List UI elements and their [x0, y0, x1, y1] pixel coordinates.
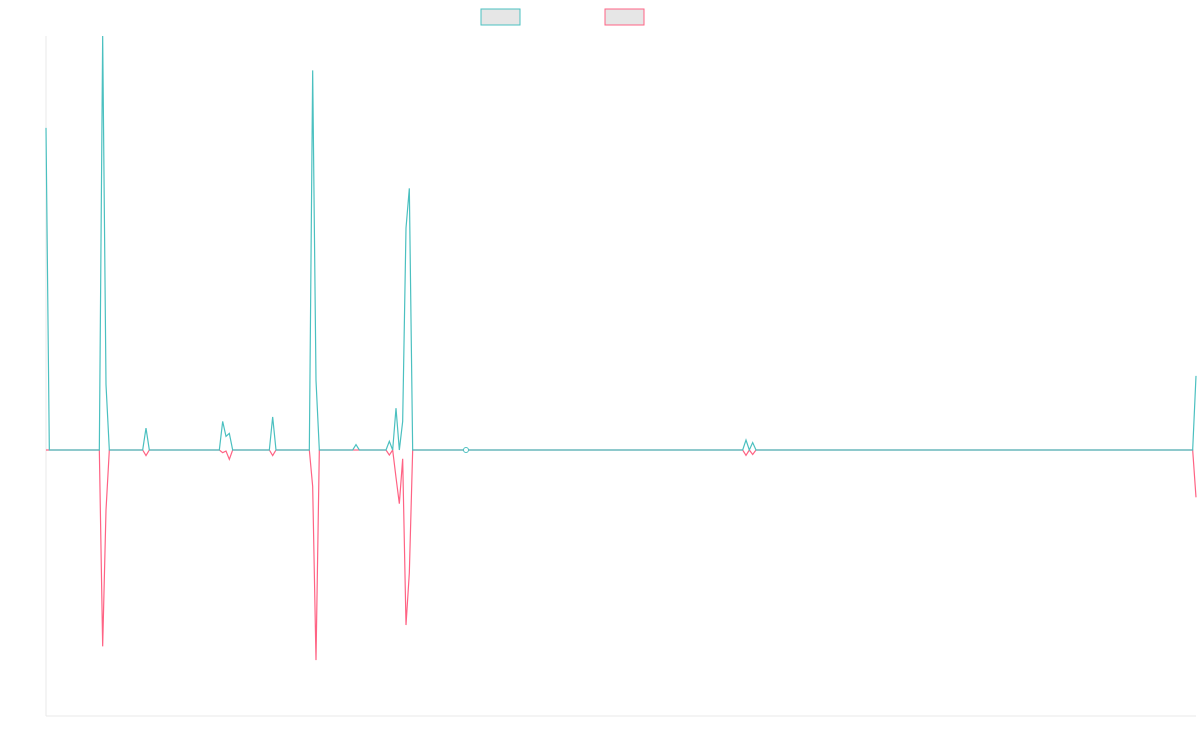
series-layer	[45, 35, 1197, 661]
legend-swatch-2	[604, 8, 645, 26]
series-line-1	[45, 35, 1197, 452]
legend-swatch-1	[480, 8, 521, 26]
series-line-2	[46, 448, 1197, 661]
data-point-marker	[463, 447, 469, 453]
legend	[480, 8, 645, 26]
axes	[45, 36, 1196, 717]
